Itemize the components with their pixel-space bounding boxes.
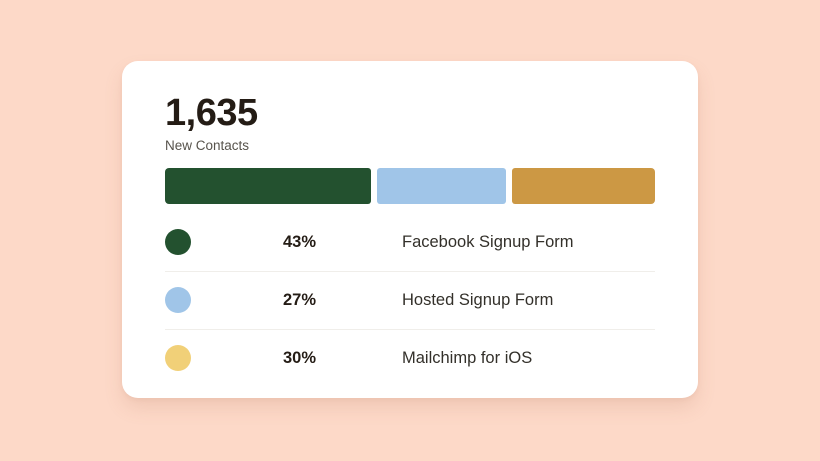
legend-label: Facebook Signup Form [402, 232, 574, 251]
metric-value: 1,635 [165, 92, 258, 134]
bar-segment-facebook-signup-form [165, 167, 371, 204]
metric-label: New Contacts [165, 138, 250, 153]
legend-percent: 43% [283, 232, 317, 251]
legend: 43% Facebook Signup Form 27% Hosted Sign… [165, 214, 655, 387]
bar-segment-hosted-signup-form [376, 167, 506, 204]
legend-dot-yellow [165, 345, 191, 372]
bar-segment-mailchimp-for-ios [511, 167, 656, 204]
stacked-bar-chart [165, 167, 656, 204]
legend-row-hosted-signup-form: 27% Hosted Signup Form [165, 272, 655, 330]
legend-row-facebook-signup-form: 43% Facebook Signup Form [165, 214, 655, 272]
legend-percent: 30% [283, 348, 317, 367]
legend-row-mailchimp-for-ios: 30% Mailchimp for iOS [165, 330, 655, 387]
legend-dot-green [165, 229, 191, 256]
new-contacts-card: 1,635 New Contacts 43% Facebook Signup F… [122, 61, 698, 398]
legend-percent: 27% [283, 290, 317, 309]
legend-dot-blue [165, 287, 191, 314]
legend-label: Mailchimp for iOS [402, 348, 533, 367]
legend-label: Hosted Signup Form [402, 290, 554, 309]
